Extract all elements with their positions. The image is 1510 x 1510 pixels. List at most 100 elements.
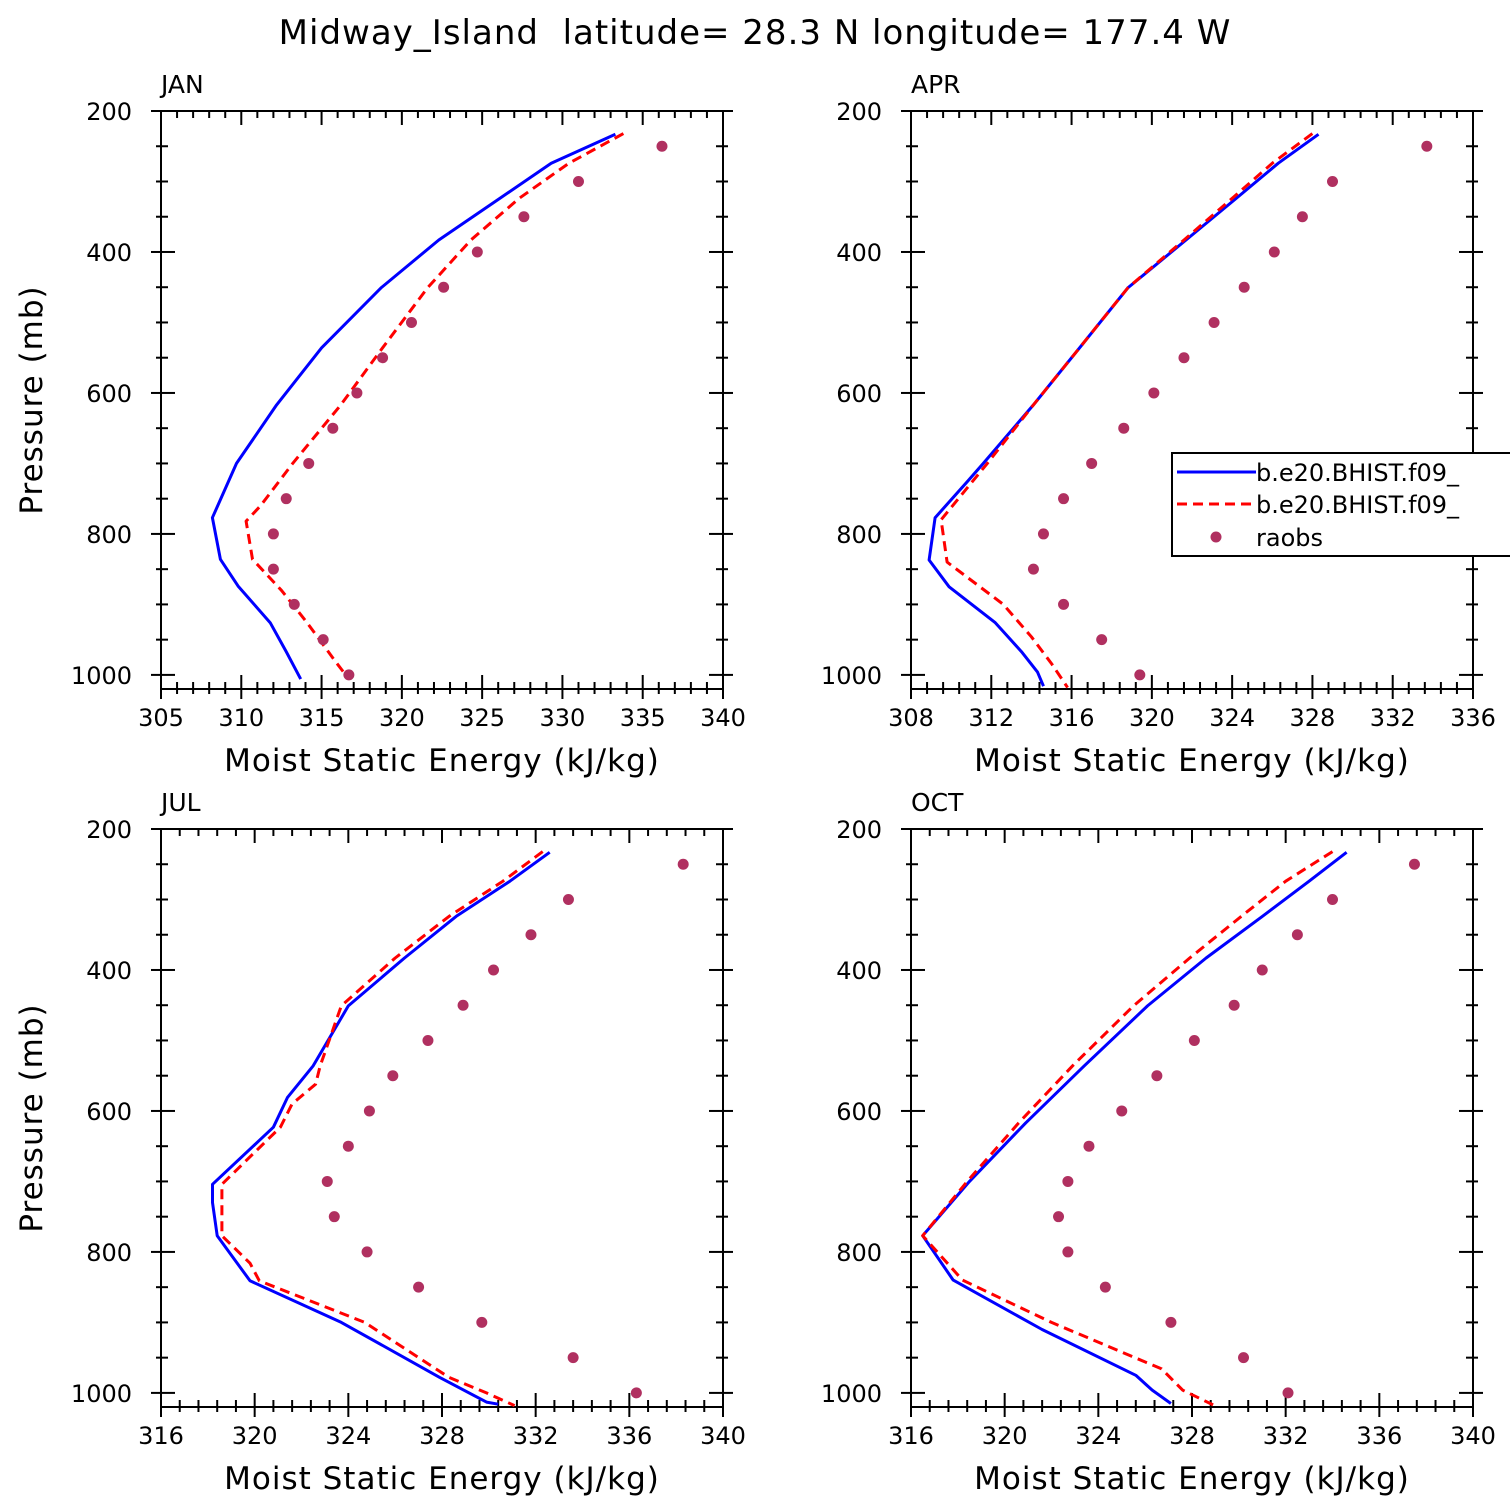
panel-jul: JUL 316 320 324 328 332 336 340 200 400 600 800 1000… [14,788,746,1497]
raobs-point [342,1140,354,1152]
raobs-point [476,1316,488,1328]
raobs-point [1327,893,1338,905]
raobs-point [1296,211,1308,223]
raobs-point [1027,563,1039,575]
x-tick-label: 320 [232,1422,278,1450]
y-axis-label: Pressure (mb) [14,1003,50,1232]
raobs-point [1099,1281,1111,1293]
raobs-point [1151,1070,1163,1082]
panel-label: JAN [159,70,204,99]
raobs-point [488,964,500,976]
panel-label: OCT [911,788,964,817]
y-tick-label: 600 [86,380,132,408]
x-axis-label: Moist Static Energy (kJ/kg) [974,743,1410,779]
x-tick-label: 332 [1263,1422,1309,1450]
legend-label: raobs [1256,524,1323,552]
raobs-point [1058,598,1070,610]
raobs-point [1116,1105,1128,1117]
x-tick-label: 316 [1049,704,1095,732]
x-axis-label: Moist Static Energy (kJ/kg) [224,743,660,779]
y-tick-label: 400 [86,239,132,267]
raobs-point [1118,422,1130,434]
raobs-point [438,281,450,293]
y-tick-label: 1000 [821,662,882,690]
raobs-point [1256,964,1268,976]
plot-frame [160,110,724,690]
x-tick-label: 316 [888,1422,934,1450]
x-tick-label: 324 [1075,1422,1121,1450]
raobs-point [457,999,469,1011]
raobs-point [471,246,483,258]
raobs-point [1134,669,1146,681]
raobs-point [1053,1211,1065,1223]
x-tick-label: 340 [1450,1422,1496,1450]
raobs-point [1096,634,1108,646]
raobs-point [377,352,389,364]
x-axis-label: Moist Static Energy (kJ/kg) [224,1461,660,1497]
raobs-point [572,175,584,187]
x-tick-label: 310 [218,704,264,732]
panel-oct: OCT 316 320 324 328 332 336 340 200 400 600 800 1000… [821,788,1496,1497]
x-tick-label: 335 [620,704,666,732]
series-dashed-line [939,132,1314,689]
x-tick-label: 324 [325,1422,371,1450]
x-tick-label: 320 [982,1422,1028,1450]
raobs-point [1238,1352,1250,1364]
x-axis-label: Moist Static Energy (kJ/kg) [974,1461,1410,1497]
raobs-point [288,598,300,610]
raobs-point [1188,1034,1200,1046]
raobs-point [1408,858,1420,870]
x-tick-label: 340 [700,1422,746,1450]
plot-frame [160,828,724,1408]
legend-label: b.e20.BHIST.f09_ [1256,491,1460,519]
raobs-point [328,1211,340,1223]
x-tick-label: 340 [700,704,746,732]
panel-jan: JAN 305 310 315 320 325 330 335 340 200 400 600 800 1… [14,70,746,779]
y-tick-label: 600 [86,1098,132,1126]
raobs-point [363,1105,375,1117]
y-tick-label: 800 [836,521,882,549]
x-tick-label: 320 [379,704,425,732]
x-tick-label: 320 [1129,704,1175,732]
y-tick-label: 600 [836,1098,882,1126]
raobs-point [1062,1175,1074,1187]
y-tick-label: 200 [836,98,882,126]
y-tick-label: 400 [836,957,882,985]
raobs-point [1086,457,1098,469]
y-tick-label: 1000 [71,1380,132,1408]
raobs-point [567,1352,579,1364]
series-solid-line [927,133,1320,687]
raobs-point [1282,1387,1294,1399]
raobs-point [405,316,417,328]
raobs-point [1165,1316,1177,1328]
raobs-point [267,563,279,575]
x-tick-label: 325 [459,704,505,732]
x-tick-label: 308 [888,704,934,732]
legend-label: b.e20.BHIST.f09_ [1256,459,1460,487]
y-tick-label: 800 [86,521,132,549]
raobs-point [361,1246,373,1258]
figure-title: Midway_Island latitude= 28.3 N longitude… [279,13,1232,53]
raobs-point [1421,140,1433,152]
x-tick-label: 336 [1450,704,1496,732]
series-solid-line [210,132,617,680]
x-tick-label: 328 [419,1422,465,1450]
raobs-point [280,493,292,505]
x-tick-label: 312 [968,704,1014,732]
y-tick-label: 600 [836,380,882,408]
raobs-point [1062,1246,1074,1258]
plot-frame [910,110,1474,690]
x-tick-label: 305 [138,704,184,732]
raobs-point [1208,316,1220,328]
x-tick-label: 332 [1370,704,1416,732]
raobs-point [387,1070,399,1082]
x-tick-label: 328 [1169,1422,1215,1450]
x-tick-label: 332 [513,1422,559,1450]
raobs-point [351,387,363,399]
raobs-point [317,634,329,646]
y-tick-label: 1000 [821,1380,882,1408]
raobs-point [1083,1140,1095,1152]
raobs-point [525,929,537,941]
panel-label: APR [911,70,961,99]
